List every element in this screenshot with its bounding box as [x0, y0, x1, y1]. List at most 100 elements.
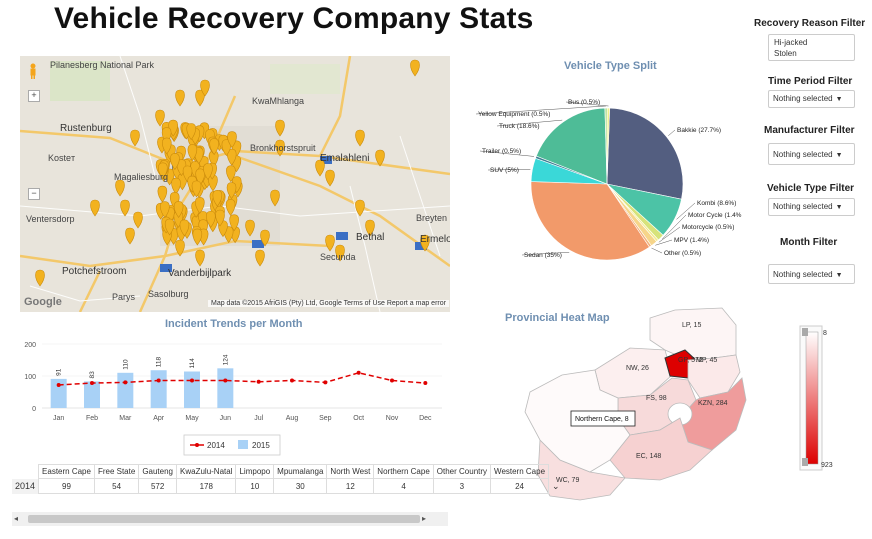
map-marker-icon[interactable] — [275, 119, 285, 137]
map-marker-icon[interactable] — [227, 131, 237, 149]
map-marker-icon[interactable] — [420, 234, 430, 252]
vehicle-type-select[interactable]: Nothing selected ▼ — [768, 198, 855, 216]
map-marker-icon[interactable] — [158, 162, 168, 180]
map-marker-icon[interactable] — [35, 269, 45, 287]
map-marker-icon[interactable] — [186, 123, 197, 141]
scroll-down-icon[interactable]: ⌄ — [552, 480, 560, 491]
pie-slice[interactable] — [606, 107, 684, 200]
point-2014[interactable] — [56, 382, 61, 387]
manufacturer-select[interactable]: Nothing selected ▼ — [768, 143, 855, 165]
incident-map[interactable]: Pilanesberg National Park Rustenburg Kos… — [20, 56, 450, 312]
map-marker-icon[interactable] — [206, 210, 216, 228]
map-attribution[interactable]: Map data ©2015 AfriGIS (Pty) Ltd, Google… — [208, 300, 449, 307]
bar-2015[interactable] — [184, 371, 200, 408]
legend-max-label: 923 — [821, 462, 833, 469]
map-marker-icon[interactable] — [175, 239, 185, 257]
legend-2014-label[interactable]: 2014 — [207, 441, 225, 450]
map-marker-icon[interactable] — [355, 129, 365, 147]
map-marker-icon[interactable] — [192, 228, 203, 246]
point-2014[interactable] — [256, 379, 261, 384]
map-marker-icon[interactable] — [365, 219, 375, 237]
scroll-right-icon[interactable]: ▸ — [422, 514, 427, 523]
map-marker-icon[interactable] — [270, 189, 280, 207]
time-period-select[interactable]: Nothing selected ▼ — [768, 90, 855, 108]
map-marker-icon[interactable] — [125, 227, 135, 245]
zoom-in-button[interactable]: + — [28, 90, 40, 102]
zoom-out-button[interactable]: − — [28, 188, 40, 200]
map-marker-icon[interactable] — [209, 138, 219, 156]
pie-slice[interactable] — [530, 181, 650, 261]
point-2014[interactable] — [90, 381, 94, 386]
map-marker-icon[interactable] — [187, 144, 198, 162]
map-marker-icon[interactable] — [221, 139, 232, 157]
map-marker-icon[interactable] — [120, 199, 130, 217]
scrollbar-thumb[interactable] — [28, 515, 420, 523]
point-2014[interactable] — [390, 378, 394, 383]
map-marker-icon[interactable] — [325, 234, 335, 252]
map-marker-icon[interactable] — [133, 211, 143, 229]
scroll-left-icon[interactable]: ◂ — [14, 514, 19, 523]
map-marker-icon[interactable] — [229, 214, 239, 232]
point-2014[interactable] — [190, 378, 194, 383]
map-marker-icon[interactable] — [162, 137, 172, 155]
map-marker-icon[interactable] — [175, 89, 185, 107]
map-marker-icon[interactable] — [195, 89, 205, 107]
map-marker-icon[interactable] — [164, 218, 175, 236]
table-cell: 54 — [93, 478, 140, 494]
pegman-icon[interactable] — [29, 63, 37, 79]
map-marker-icon[interactable] — [245, 219, 255, 237]
map-marker-icon[interactable] — [179, 219, 190, 237]
map-marker-icon[interactable] — [226, 182, 237, 200]
legend-2015-label[interactable]: 2015 — [252, 441, 270, 450]
point-2014[interactable] — [223, 378, 228, 383]
bar-2015[interactable] — [217, 368, 234, 408]
map-marker-icon[interactable] — [200, 79, 210, 97]
month-select[interactable]: Nothing selected ▼ — [768, 264, 855, 284]
recovery-reason-option[interactable]: Stolen — [774, 49, 797, 58]
map-marker-icon[interactable] — [157, 185, 168, 203]
map-marker-icon[interactable] — [171, 177, 181, 195]
map-marker-icon[interactable] — [260, 229, 270, 247]
point-2014[interactable] — [423, 381, 428, 386]
map-marker-icon[interactable] — [195, 249, 205, 267]
map-marker-icon[interactable] — [212, 190, 223, 207]
map-marker-icon[interactable] — [226, 148, 237, 166]
map-marker-icon[interactable] — [410, 59, 420, 77]
map-marker-icon[interactable] — [225, 199, 236, 216]
map-marker-icon[interactable] — [335, 244, 345, 262]
map-marker-icon[interactable] — [215, 209, 225, 227]
map-marker-icon[interactable] — [170, 153, 180, 170]
bar-2015[interactable] — [84, 381, 100, 408]
bar-2015[interactable] — [50, 378, 67, 408]
map-marker-icon[interactable] — [355, 199, 365, 217]
recovery-reason-listbox[interactable]: Hi-jacked Stolen — [768, 34, 855, 61]
legend-min-handle[interactable] — [802, 328, 808, 336]
point-2014[interactable] — [323, 380, 328, 385]
map-marker-icon[interactable] — [203, 163, 213, 180]
legend-max-handle[interactable] — [802, 458, 808, 466]
map-marker-icon[interactable] — [375, 149, 385, 167]
point-2014[interactable] — [156, 378, 161, 383]
pie-slice[interactable] — [535, 107, 608, 185]
map-marker-icon[interactable] — [173, 201, 184, 218]
map-marker-icon[interactable] — [255, 249, 265, 267]
point-2014[interactable] — [290, 378, 294, 383]
map-marker-icon[interactable] — [160, 201, 170, 219]
table-horizontal-scrollbar[interactable]: ◂ ▸ — [12, 512, 448, 526]
map-marker-icon[interactable] — [191, 180, 202, 198]
point-2014[interactable] — [123, 380, 128, 385]
pie-slice[interactable] — [606, 107, 610, 185]
map-marker-icon[interactable] — [315, 159, 325, 177]
map-marker-icon[interactable] — [130, 129, 140, 147]
recovery-reason-option[interactable]: Hi-jacked — [774, 38, 808, 47]
bar-2015[interactable] — [150, 370, 167, 408]
map-marker-icon[interactable] — [275, 139, 285, 157]
map-marker-icon[interactable] — [115, 179, 125, 197]
bar-2015[interactable] — [117, 372, 134, 408]
map-marker-icon[interactable] — [325, 169, 335, 187]
map-marker-icon[interactable] — [195, 197, 205, 214]
map-marker-icon[interactable] — [155, 109, 165, 127]
map-marker-icon[interactable] — [90, 199, 100, 217]
point-2014[interactable] — [356, 370, 361, 375]
incident-markers[interactable] — [35, 59, 430, 287]
